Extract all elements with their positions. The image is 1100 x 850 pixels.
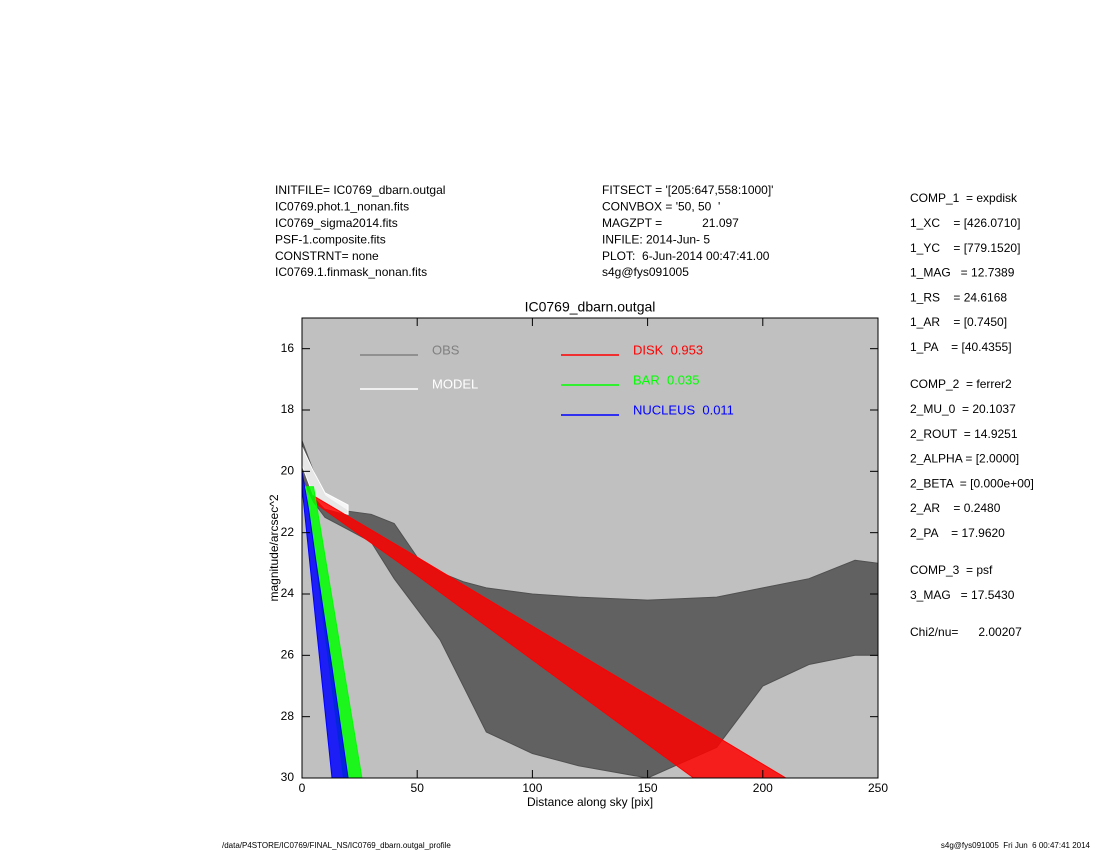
legend-label: NUCLEUS 0.011 xyxy=(633,402,734,417)
header-middle-line: PLOT: 6-Jun-2014 00:47:41.00 xyxy=(602,249,770,263)
header-left-line: IC0769_sigma2014.fits xyxy=(275,216,398,230)
parameter-line: 1_YC = [779.1520] xyxy=(910,241,1020,255)
header-middle-line: INFILE: 2014-Jun- 5 xyxy=(602,232,710,246)
x-tick-label: 0 xyxy=(299,781,306,795)
header-left-line: PSF-1.composite.fits xyxy=(275,232,386,246)
parameter-line: 2_BETA = [0.000e+00] xyxy=(910,476,1034,490)
x-tick-label: 50 xyxy=(411,781,425,795)
y-tick-label: 20 xyxy=(281,464,295,478)
y-tick-label: 22 xyxy=(281,525,295,539)
parameter-line: 1_XC = [426.0710] xyxy=(910,216,1020,230)
parameter-line: 2_ALPHA = [2.0000] xyxy=(910,452,1019,466)
y-tick-label: 16 xyxy=(281,341,295,355)
header-left-line: CONSTRNT= none xyxy=(275,249,379,263)
parameter-line: 3_MAG = 17.5430 xyxy=(910,588,1015,602)
x-tick-label: 150 xyxy=(638,781,658,795)
legend-label: MODEL xyxy=(432,376,478,391)
parameter-line: 2_MU_0 = 20.1037 xyxy=(910,402,1016,416)
x-tick-label: 100 xyxy=(522,781,542,795)
parameter-line: 1_RS = 24.6168 xyxy=(910,290,1007,304)
header-left-line: IC0769.1.finmask_nonan.fits xyxy=(275,265,427,279)
header-middle-line: s4g@fys091005 xyxy=(602,265,689,279)
parameter-line: 2_PA = 17.9620 xyxy=(910,526,1005,540)
header-left-line: INITFILE= IC0769_dbarn.outgal xyxy=(275,183,445,197)
footer-stamp: s4g@fys091005 Fri Jun 6 00:47:41 2014 xyxy=(941,841,1091,850)
y-tick-label: 24 xyxy=(281,586,295,600)
header-left-line: IC0769.phot.1_nonan.fits xyxy=(275,200,409,214)
data-band xyxy=(313,495,787,778)
chart-title: IC0769_dbarn.outgal xyxy=(525,299,656,315)
plot-data xyxy=(302,440,878,778)
parameter-line: COMP_1 = expdisk xyxy=(910,191,1018,205)
parameter-line: 2_AR = 0.2480 xyxy=(910,501,1001,515)
legend-label: BAR 0.035 xyxy=(633,372,700,387)
x-axis-label: Distance along sky [pix] xyxy=(527,795,653,809)
legend-label: OBS xyxy=(432,342,460,357)
y-tick-label: 26 xyxy=(281,648,295,662)
header-middle-line: CONVBOX = '50, 50 ' xyxy=(602,200,720,214)
data-band xyxy=(302,471,349,778)
header-middle-line: MAGZPT = 21.097 xyxy=(602,216,739,230)
parameter-line: 1_AR = [0.7450] xyxy=(910,315,1007,329)
parameter-line: COMP_2 = ferrer2 xyxy=(910,377,1012,391)
parameter-line: 1_PA = [40.4355] xyxy=(910,340,1012,354)
parameter-line: 1_MAG = 12.7389 xyxy=(910,266,1015,280)
x-tick-label: 250 xyxy=(868,781,888,795)
y-tick-label: 28 xyxy=(281,709,295,723)
header-middle-line: FITSECT = '[205:647,558:1000]' xyxy=(602,183,773,197)
parameter-line: Chi2/nu= 2.00207 xyxy=(910,625,1022,639)
parameter-line: 2_ROUT = 14.9251 xyxy=(910,427,1018,441)
plot-frame xyxy=(301,317,879,779)
y-tick-label: 18 xyxy=(281,402,295,416)
parameter-line: COMP_3 = psf xyxy=(910,563,993,577)
x-tick-label: 200 xyxy=(753,781,773,795)
y-axis-label: magnitude/arcsec^2 xyxy=(267,494,281,601)
y-tick-label: 30 xyxy=(281,770,295,784)
footer-path: /data/P4STORE/IC0769/FINAL_NS/IC0769_dba… xyxy=(222,841,451,850)
data-band xyxy=(302,446,349,515)
legend-label: DISK 0.953 xyxy=(633,342,703,357)
